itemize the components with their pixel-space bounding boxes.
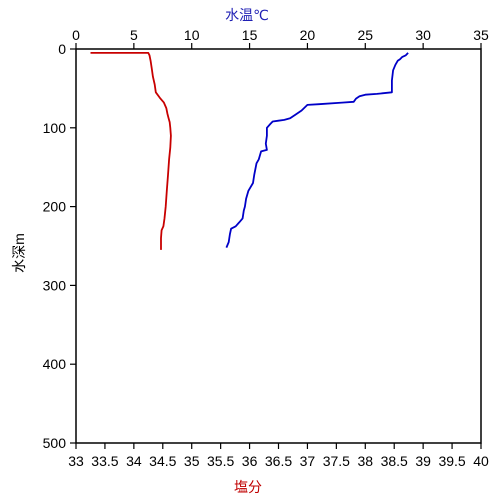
y-tick-label: 500: [43, 435, 67, 451]
top-tick-label: 0: [72, 27, 80, 43]
bottom-tick-label: 34: [126, 453, 142, 469]
bottom-tick-label: 36: [242, 453, 258, 469]
bottom-tick-label: 35: [184, 453, 200, 469]
bottom-tick-label: 37: [300, 453, 316, 469]
top-tick-label: 25: [357, 27, 373, 43]
bottom-tick-label: 39.5: [438, 453, 465, 469]
bottom-tick-label: 33: [68, 453, 84, 469]
y-tick-label: 100: [43, 120, 67, 136]
top-tick-label: 5: [130, 27, 138, 43]
top-axis: 0 5 10 15 20 25 30 35: [72, 27, 489, 49]
bottom-tick-label: 34.5: [149, 453, 176, 469]
bottom-tick-label: 38: [357, 453, 373, 469]
bottom-tick-label: 40: [473, 453, 489, 469]
top-tick-label: 30: [415, 27, 431, 43]
top-tick-label: 20: [300, 27, 316, 43]
bottom-tick-label: 37.5: [323, 453, 350, 469]
bottom-tick-label: 35.5: [207, 453, 234, 469]
series-layer: [90, 52, 409, 250]
top-axis-title: 水温℃: [225, 7, 269, 23]
y-axis-title: 水深m: [11, 233, 27, 273]
bottom-tick-label: 39: [415, 453, 431, 469]
y-tick-label: 300: [43, 277, 67, 293]
top-tick-label: 10: [184, 27, 200, 43]
y-tick-label: 400: [43, 356, 67, 372]
left-axis: 0 100 200 300 400 500: [43, 41, 76, 451]
bottom-tick-label: 38.5: [381, 453, 408, 469]
y-tick-label: 0: [58, 41, 66, 57]
bottom-tick-label: 36.5: [265, 453, 292, 469]
bottom-tick-label: 33.5: [91, 453, 118, 469]
salinity-line: [90, 52, 172, 250]
y-tick-label: 200: [43, 199, 67, 215]
top-tick-label: 15: [242, 27, 258, 43]
water-temperature-line: [225, 52, 409, 248]
bottom-axis-title: 塩分: [234, 479, 262, 495]
plot-area-border: [75, 48, 482, 444]
top-tick-label: 35: [473, 27, 489, 43]
plot-frame: [75, 48, 482, 444]
bottom-axis: 33 33.5 34 34.5 35 35.5 36 36.5 37 37.5 38 38.5 39 39…: [68, 443, 489, 469]
